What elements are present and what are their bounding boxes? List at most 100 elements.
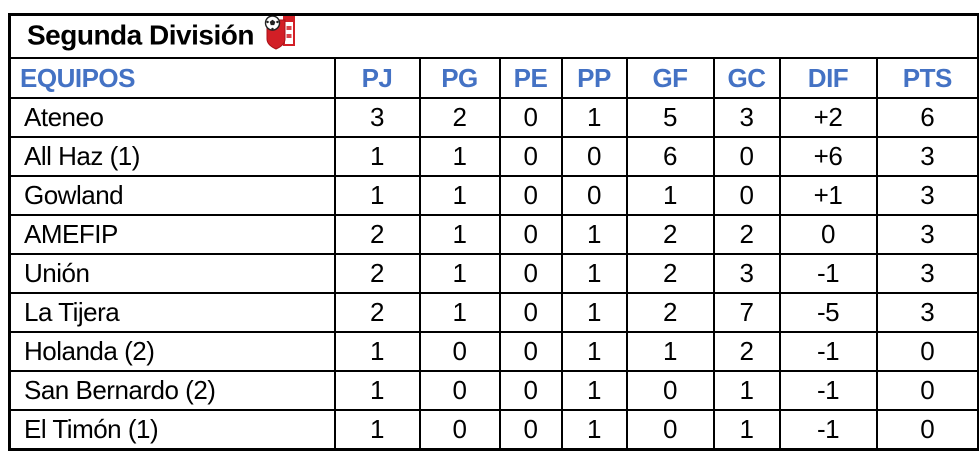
stat-cell: -1 [778, 370, 878, 411]
stat-cell: 0 [778, 214, 878, 255]
stat-cell: 1 [333, 370, 421, 411]
stat-cell: +1 [778, 175, 878, 216]
column-header-pe: PE [498, 57, 563, 99]
stat-cell: 0 [498, 292, 563, 333]
stat-cell: 1 [333, 331, 421, 372]
stat-cell: 0 [498, 409, 563, 451]
stat-cell: 6 [875, 97, 979, 138]
stat-cell: 0 [875, 331, 979, 372]
stat-cell: 3 [875, 214, 979, 255]
table-row: Ateneo 3 2 0 1 5 3 +2 6 [8, 97, 979, 138]
team-name-cell: All Haz (1) [8, 136, 336, 177]
stat-cell: 1 [418, 253, 501, 294]
stat-cell: 1 [418, 292, 501, 333]
stat-cell: 1 [560, 370, 628, 411]
team-name-cell: AMEFIP [8, 214, 336, 255]
stat-cell: 0 [498, 331, 563, 372]
stat-cell: 0 [712, 136, 781, 177]
stat-cell: 1 [712, 409, 781, 451]
stat-cell: 6 [625, 136, 715, 177]
stat-cell: -1 [778, 253, 878, 294]
stat-cell: 3 [875, 292, 979, 333]
team-name-cell: El Timón (1) [8, 409, 336, 451]
stat-cell: 1 [625, 175, 715, 216]
table-row: AMEFIP 2 1 0 1 2 2 0 3 [8, 214, 979, 255]
stat-cell: 1 [333, 175, 421, 216]
stat-cell: 3 [875, 175, 979, 216]
table-row: Unión 2 1 0 1 2 3 -1 3 [8, 253, 979, 294]
stat-cell: 3 [333, 97, 421, 138]
stat-cell: 2 [333, 292, 421, 333]
column-header-pj: PJ [333, 57, 421, 99]
stat-cell: 3 [712, 253, 781, 294]
stat-cell: 2 [625, 253, 715, 294]
stat-cell: 1 [560, 292, 628, 333]
stat-cell: 2 [712, 214, 781, 255]
stat-cell: 2 [712, 331, 781, 372]
table-title-cell: Segunda División [8, 13, 979, 59]
stat-cell: 7 [712, 292, 781, 333]
column-header-gf: GF [625, 57, 715, 99]
stat-cell: 0 [712, 175, 781, 216]
column-header-equipos: EQUIPOS [8, 57, 336, 99]
stat-cell: 1 [418, 175, 501, 216]
stat-cell: 0 [625, 409, 715, 451]
stat-cell: -1 [778, 409, 878, 451]
stat-cell: 0 [418, 370, 501, 411]
stat-cell: 0 [875, 409, 979, 451]
stat-cell: 1 [560, 97, 628, 138]
stat-cell: 0 [560, 175, 628, 216]
stat-cell: 1 [560, 214, 628, 255]
stat-cell: 0 [498, 136, 563, 177]
stat-cell: 1 [560, 331, 628, 372]
table-row: Holanda (2) 1 0 0 1 1 2 -1 0 [8, 331, 979, 372]
team-name-cell: Unión [8, 253, 336, 294]
stat-cell: 0 [498, 370, 563, 411]
stat-cell: 0 [560, 136, 628, 177]
table-row: All Haz (1) 1 1 0 0 6 0 +6 3 [8, 136, 979, 177]
stat-cell: 0 [418, 331, 501, 372]
stat-cell: 0 [625, 370, 715, 411]
stat-cell: +6 [778, 136, 878, 177]
column-header-pts: PTS [875, 57, 979, 99]
stat-cell: 1 [625, 331, 715, 372]
team-name-cell: Holanda (2) [8, 331, 336, 372]
team-name-cell: La Tijera [8, 292, 336, 333]
standings-table: Segunda División EQUIPOS PJ PG PE PP [8, 13, 979, 451]
stat-cell: 1 [333, 409, 421, 451]
stat-cell: 3 [875, 136, 979, 177]
column-header-dif: DIF [778, 57, 878, 99]
stat-cell: 3 [712, 97, 781, 138]
stat-cell: 2 [625, 214, 715, 255]
stat-cell: 1 [418, 214, 501, 255]
stat-cell: 1 [712, 370, 781, 411]
team-name-cell: San Bernardo (2) [8, 370, 336, 411]
table-row: San Bernardo (2) 1 0 0 1 0 1 -1 0 [8, 370, 979, 411]
column-header-gc: GC [712, 57, 781, 99]
stat-cell: 1 [333, 136, 421, 177]
stat-cell: 0 [498, 175, 563, 216]
stat-cell: 1 [560, 409, 628, 451]
stat-cell: 2 [625, 292, 715, 333]
stat-cell: 0 [498, 214, 563, 255]
stat-cell: -1 [778, 331, 878, 372]
column-header-row: EQUIPOS PJ PG PE PP GF GC DIF PTS [8, 57, 979, 99]
stat-cell: 0 [498, 253, 563, 294]
table-row: El Timón (1) 1 0 0 1 0 1 -1 0 [8, 409, 979, 451]
page-title: Segunda División [27, 18, 254, 50]
stat-cell: 2 [333, 253, 421, 294]
table-row: Gowland 1 1 0 0 1 0 +1 3 [8, 175, 979, 216]
title-row: Segunda División [8, 13, 979, 59]
stat-cell: 2 [418, 97, 501, 138]
column-header-pp: PP [560, 57, 628, 99]
team-name-cell: Gowland [8, 175, 336, 216]
club-crest-icon [264, 16, 295, 50]
stat-cell: 2 [333, 214, 421, 255]
column-header-pg: PG [418, 57, 501, 99]
stat-cell: 1 [418, 136, 501, 177]
stat-cell: -5 [778, 292, 878, 333]
table-row: La Tijera 2 1 0 1 2 7 -5 3 [8, 292, 979, 333]
stat-cell: 1 [560, 253, 628, 294]
stat-cell: +2 [778, 97, 878, 138]
team-name-cell: Ateneo [8, 97, 336, 138]
